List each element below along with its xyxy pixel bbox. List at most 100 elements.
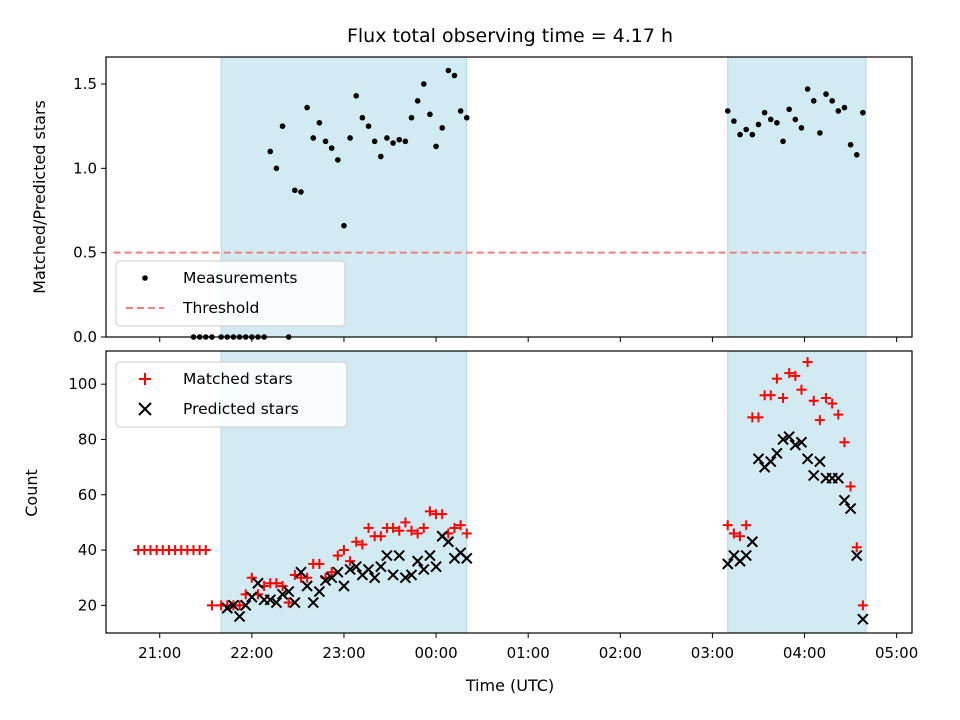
data-point <box>371 138 378 145</box>
data-point <box>731 118 737 124</box>
data-point <box>406 525 417 536</box>
data-point <box>332 566 344 578</box>
y-tick-label: 1.0 <box>73 159 97 177</box>
data-point <box>412 528 423 539</box>
data-point <box>817 130 823 136</box>
x-tick-label: 22:00 <box>230 644 273 662</box>
data-point <box>314 558 325 569</box>
data-point <box>847 141 854 148</box>
data-point <box>424 549 436 562</box>
data-point <box>752 453 765 465</box>
data-point <box>310 135 317 141</box>
legend-swatch <box>139 373 151 385</box>
data-point <box>319 574 332 587</box>
data-point <box>821 393 832 403</box>
data-point <box>276 588 289 601</box>
data-point <box>239 599 252 612</box>
data-point <box>277 581 288 591</box>
data-point <box>298 189 304 195</box>
data-point <box>433 143 439 150</box>
legend: Measurements Threshold <box>115 260 346 327</box>
data-point <box>273 165 280 172</box>
x-tick-label: 03:00 <box>691 644 734 662</box>
data-point <box>338 545 349 556</box>
data-point <box>353 92 360 99</box>
top-panel: 0.0 0.5 1.0 1.5 Measurements Threshold <box>73 56 913 346</box>
data-point <box>461 528 472 539</box>
data-point <box>792 116 799 123</box>
data-point <box>841 104 848 111</box>
data-point <box>728 528 739 539</box>
data-point <box>765 390 776 401</box>
legend-label: Measurements <box>183 269 298 287</box>
legend-label: Threshold <box>182 299 259 317</box>
data-point <box>461 552 473 565</box>
data-point <box>784 368 795 379</box>
data-point <box>322 138 329 145</box>
bottom-panel: 20 40 60 80 100 21:00 22:00 23:00 00:00 01:00 02:0… <box>68 350 918 662</box>
data-point <box>430 560 442 573</box>
data-point <box>396 136 403 143</box>
data-point <box>289 596 301 609</box>
data-point <box>790 370 801 381</box>
legend: Matched stars Predicted stars <box>115 361 348 428</box>
data-point <box>808 395 819 406</box>
y-tick-label: 60 <box>78 486 97 504</box>
data-point <box>740 549 752 562</box>
data-point <box>295 566 307 578</box>
data-point <box>814 415 825 426</box>
observing-window <box>727 56 867 338</box>
data-point <box>823 91 829 97</box>
data-point <box>270 596 283 609</box>
y-axis-label-bottom: Count <box>22 469 41 517</box>
data-point <box>839 437 850 448</box>
data-point <box>267 148 274 155</box>
data-point <box>771 447 783 460</box>
data-point <box>741 520 752 531</box>
data-point <box>844 502 857 515</box>
data-point <box>234 600 245 611</box>
data-point <box>804 86 811 92</box>
data-point <box>774 119 780 126</box>
data-point <box>832 472 845 484</box>
data-point <box>835 108 842 114</box>
data-point <box>737 131 743 138</box>
data-point <box>851 542 862 553</box>
data-point <box>753 412 764 423</box>
data-point <box>789 439 802 451</box>
data-point <box>378 153 384 160</box>
data-point <box>357 539 368 550</box>
data-point <box>455 520 466 531</box>
data-point <box>746 536 759 548</box>
data-point <box>418 563 430 576</box>
data-point <box>332 550 343 561</box>
data-point <box>292 187 298 194</box>
data-point <box>724 108 731 114</box>
data-point <box>375 531 386 542</box>
data-point <box>233 610 246 623</box>
data-point <box>442 536 455 548</box>
data-point <box>810 98 817 104</box>
data-point <box>851 549 863 562</box>
data-point <box>445 67 452 74</box>
data-point <box>304 104 310 111</box>
data-point <box>765 455 777 468</box>
data-point <box>246 591 258 603</box>
data-point <box>359 114 366 121</box>
data-point <box>857 600 868 611</box>
data-point <box>424 506 435 517</box>
data-point <box>341 222 347 229</box>
data-point <box>420 81 427 87</box>
data-point <box>838 494 851 507</box>
data-point <box>375 560 387 573</box>
data-point <box>328 145 335 151</box>
data-point <box>427 111 433 118</box>
data-point <box>833 409 844 420</box>
data-point <box>827 398 838 409</box>
data-point <box>283 597 294 608</box>
data-point <box>227 599 240 612</box>
data-point <box>271 578 282 589</box>
y-axis-label-top: Matched/Predicted stars <box>30 100 49 294</box>
x-tick-label: 05:00 <box>875 644 918 662</box>
